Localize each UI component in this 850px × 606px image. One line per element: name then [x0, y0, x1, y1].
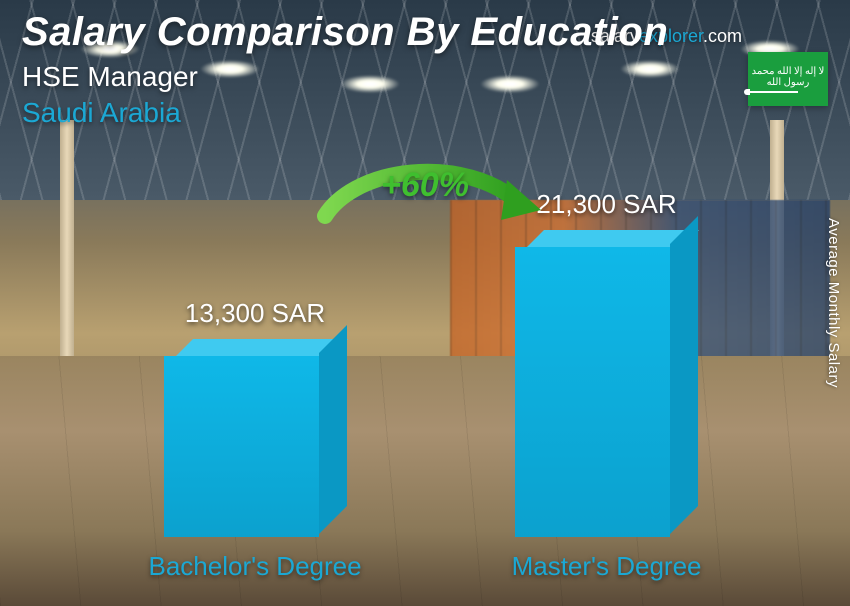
brand-part3: .com [703, 26, 742, 46]
bar-value-label: 13,300 SAR [185, 298, 325, 329]
flag-saudi-arabia: ﻻ إله إلا الله محمد رسول الله [748, 52, 828, 106]
flag-sword-icon [748, 91, 798, 93]
bar-group: 13,300 SAR Bachelor's Degree [149, 298, 362, 582]
increase-indicator: +60% [295, 138, 555, 238]
bar-3d [515, 230, 698, 537]
bar-side-face [319, 325, 347, 534]
chart-subtitle: HSE Manager [22, 61, 668, 93]
bar-side-face [670, 216, 698, 534]
flag-script: ﻻ إله إلا الله محمد رسول الله [748, 66, 828, 88]
increase-percent: +60% [381, 166, 469, 205]
bar-front-face [515, 247, 670, 537]
chart-country: Saudi Arabia [22, 97, 668, 129]
bar-category-label: Master's Degree [512, 551, 702, 582]
chart-title: Salary Comparison By Education [22, 10, 668, 55]
header: Salary Comparison By Education HSE Manag… [22, 10, 668, 129]
flag-content: ﻻ إله إلا الله محمد رسول الله [748, 66, 828, 93]
bar-category-label: Bachelor's Degree [149, 551, 362, 582]
bar-value-label: 21,300 SAR [536, 189, 676, 220]
bar-3d [164, 339, 347, 537]
bar-front-face [164, 356, 319, 537]
bar-group: 21,300 SAR Master's Degree [512, 189, 702, 582]
